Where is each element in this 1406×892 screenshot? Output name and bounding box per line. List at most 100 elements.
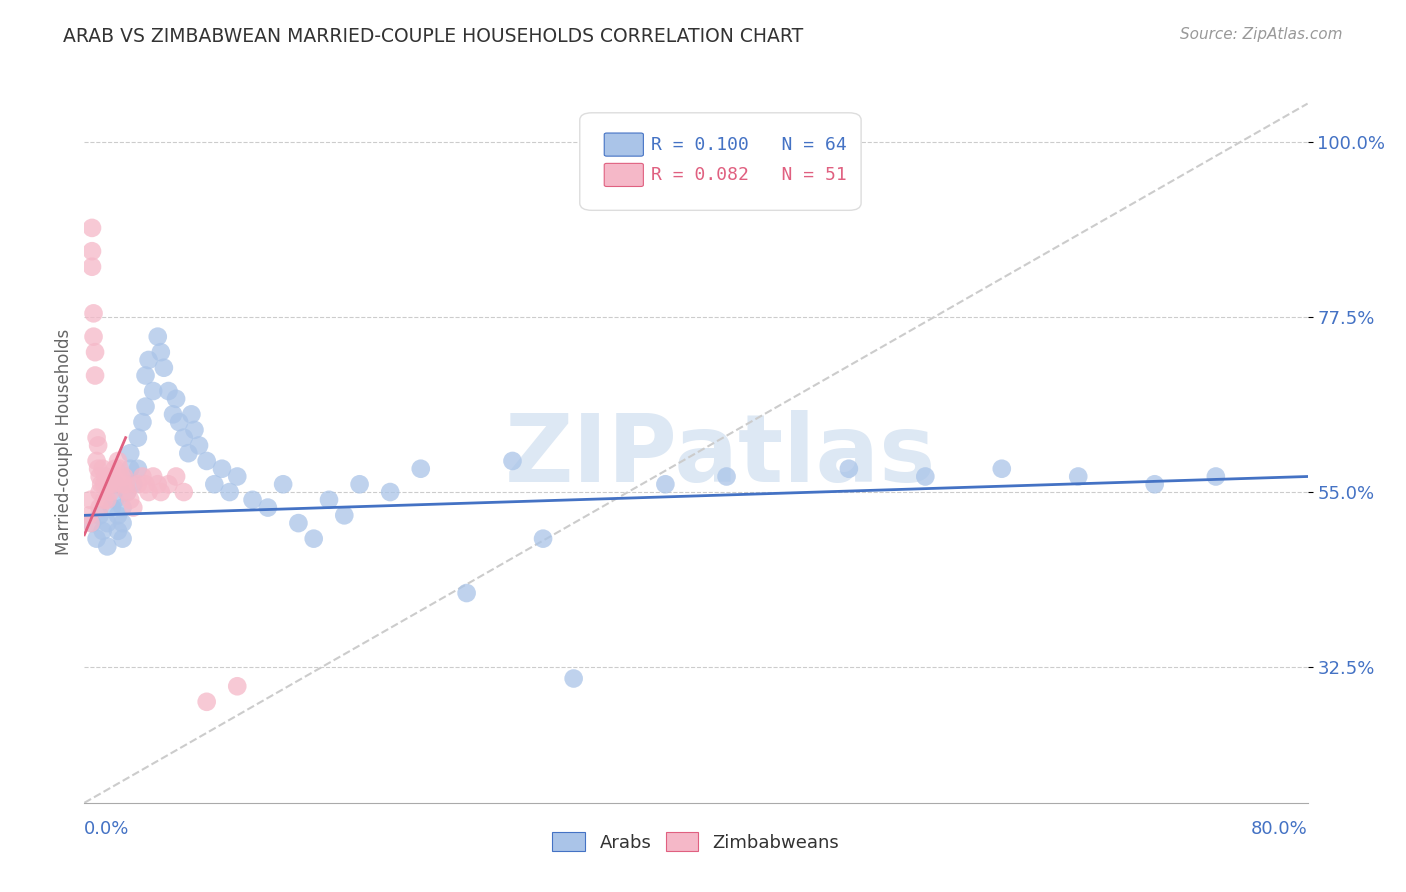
- Point: [257, 500, 280, 515]
- Point: [84, 368, 107, 383]
- Point: [80, 244, 103, 259]
- Point: [138, 353, 160, 368]
- Point: [562, 672, 585, 686]
- Point: [86, 431, 108, 445]
- Point: [87, 438, 110, 452]
- Point: [80, 220, 103, 235]
- Point: [202, 477, 225, 491]
- Point: [107, 508, 129, 523]
- Point: [1205, 469, 1227, 483]
- Point: [142, 384, 165, 398]
- Point: [120, 461, 142, 475]
- Point: [211, 461, 233, 475]
- Point: [127, 431, 149, 445]
- FancyBboxPatch shape: [605, 133, 644, 156]
- Point: [127, 461, 149, 475]
- Point: [149, 485, 172, 500]
- Point: [93, 492, 115, 507]
- Point: [195, 695, 218, 709]
- Text: 80.0%: 80.0%: [1251, 820, 1308, 838]
- Point: [157, 477, 180, 491]
- Point: [135, 400, 157, 414]
- Point: [115, 485, 138, 500]
- Point: [90, 477, 112, 491]
- Point: [112, 469, 135, 483]
- Point: [138, 485, 160, 500]
- Point: [83, 306, 105, 320]
- Point: [89, 485, 111, 500]
- Point: [115, 485, 138, 500]
- Text: R = 0.100   N = 64: R = 0.100 N = 64: [651, 136, 846, 153]
- Point: [94, 469, 117, 483]
- Y-axis label: Married-couple Households: Married-couple Households: [55, 328, 73, 555]
- Point: [111, 477, 134, 491]
- Point: [149, 345, 172, 359]
- Point: [716, 469, 738, 483]
- Point: [103, 469, 125, 483]
- Point: [79, 516, 101, 530]
- Point: [146, 477, 169, 491]
- Point: [226, 679, 249, 693]
- Point: [195, 454, 218, 468]
- Point: [173, 485, 195, 500]
- Point: [226, 469, 249, 483]
- Text: Source: ZipAtlas.com: Source: ZipAtlas.com: [1180, 27, 1343, 42]
- Point: [120, 446, 142, 460]
- Point: [287, 516, 309, 530]
- Point: [131, 415, 153, 429]
- Text: R = 0.082   N = 51: R = 0.082 N = 51: [651, 166, 846, 184]
- FancyBboxPatch shape: [579, 112, 860, 211]
- Point: [531, 532, 554, 546]
- Point: [218, 485, 240, 500]
- Point: [165, 392, 187, 406]
- Point: [108, 461, 131, 475]
- Point: [96, 540, 118, 554]
- Legend: Arabs, Zimbabweans: Arabs, Zimbabweans: [546, 825, 846, 859]
- Point: [107, 524, 129, 538]
- Point: [188, 438, 211, 452]
- Point: [110, 469, 132, 483]
- Point: [914, 469, 936, 483]
- Point: [333, 508, 356, 523]
- Point: [87, 461, 110, 475]
- Point: [502, 454, 524, 468]
- Point: [349, 477, 371, 491]
- Point: [80, 516, 103, 530]
- Text: ZIPatlas: ZIPatlas: [505, 410, 936, 502]
- Point: [162, 408, 184, 422]
- Point: [91, 524, 114, 538]
- Point: [86, 532, 108, 546]
- Point: [93, 477, 115, 491]
- Point: [101, 477, 124, 491]
- Point: [84, 345, 107, 359]
- Point: [122, 500, 145, 515]
- Point: [114, 477, 136, 491]
- Point: [104, 492, 127, 507]
- Point: [165, 469, 187, 483]
- Point: [80, 260, 103, 274]
- Point: [409, 461, 432, 475]
- Point: [142, 469, 165, 483]
- Point: [122, 477, 145, 491]
- Point: [302, 532, 325, 546]
- Point: [991, 461, 1014, 475]
- Point: [97, 477, 120, 491]
- Point: [242, 492, 264, 507]
- Point: [120, 492, 142, 507]
- Point: [79, 492, 101, 507]
- Point: [135, 368, 157, 383]
- Point: [177, 446, 200, 460]
- Point: [167, 415, 190, 429]
- Point: [101, 500, 124, 515]
- FancyBboxPatch shape: [605, 163, 644, 186]
- Point: [135, 477, 157, 491]
- Point: [105, 469, 128, 483]
- Point: [380, 485, 402, 500]
- Point: [146, 329, 169, 343]
- Point: [89, 469, 111, 483]
- Text: ARAB VS ZIMBABWEAN MARRIED-COUPLE HOUSEHOLDS CORRELATION CHART: ARAB VS ZIMBABWEAN MARRIED-COUPLE HOUSEH…: [63, 27, 803, 45]
- Point: [173, 431, 195, 445]
- Point: [104, 461, 127, 475]
- Point: [1067, 469, 1090, 483]
- Point: [111, 516, 134, 530]
